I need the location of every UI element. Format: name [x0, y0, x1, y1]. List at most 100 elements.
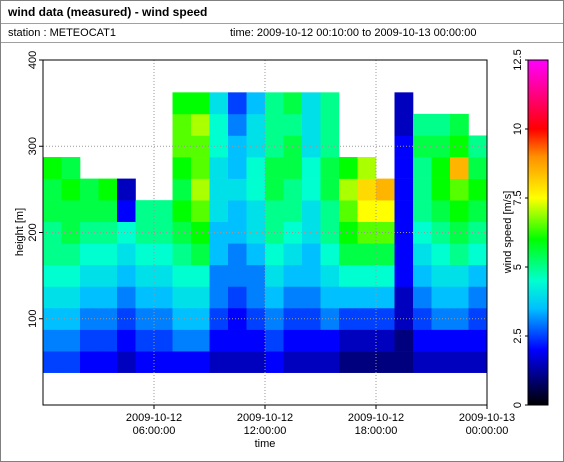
- heat-cell: [302, 178, 321, 201]
- heat-cell: [320, 307, 340, 330]
- heat-cell: [394, 178, 414, 201]
- heat-cell: [191, 200, 210, 223]
- heat-cell: [283, 264, 303, 287]
- heat-cell: [431, 113, 451, 136]
- heat-cell: [135, 221, 155, 244]
- y-tick-label: 300: [27, 137, 39, 155]
- heat-cell: [209, 351, 229, 373]
- heat-cell: [246, 329, 266, 352]
- heat-cell: [376, 264, 395, 287]
- heat-cell: [172, 200, 192, 223]
- heat-cell: [320, 135, 340, 158]
- heat-cell: [265, 329, 284, 352]
- heat-cell: [431, 307, 451, 330]
- heat-cell: [376, 178, 395, 201]
- heat-cell: [117, 243, 136, 266]
- heat-cell: [246, 243, 266, 266]
- heat-cell: [283, 200, 303, 223]
- heat-cell: [283, 178, 303, 201]
- heat-cell: [172, 264, 192, 287]
- heat-cell: [320, 243, 340, 266]
- heat-cell: [357, 264, 377, 287]
- heat-cell: [209, 286, 229, 309]
- x-tick-label: 2009-10-12: [126, 412, 182, 424]
- heat-cell: [339, 157, 358, 179]
- heat-cell: [339, 243, 358, 266]
- heat-cell: [283, 286, 303, 309]
- heat-cell: [209, 157, 229, 179]
- heat-cell: [135, 243, 155, 266]
- heat-cell: [61, 329, 81, 352]
- heat-cell: [191, 286, 210, 309]
- heat-cell: [98, 286, 118, 309]
- y-tick-label: 400: [27, 51, 39, 69]
- heat-cell: [357, 178, 377, 201]
- heat-cell: [394, 329, 414, 352]
- heat-cell: [246, 351, 266, 373]
- heat-cell: [320, 264, 340, 287]
- heat-cell: [431, 329, 451, 352]
- heat-cell: [80, 221, 99, 244]
- heat-cell: [339, 200, 358, 223]
- heat-cell: [450, 221, 469, 244]
- heat-cell: [468, 135, 488, 158]
- colorbar-tick-label: 10: [512, 123, 524, 135]
- heat-cell: [450, 264, 469, 287]
- heat-cell: [209, 307, 229, 330]
- colorbar-tick-label: 12.5: [512, 49, 524, 70]
- heat-cell: [376, 351, 395, 373]
- heat-cell: [468, 329, 488, 352]
- heat-cell: [320, 351, 340, 373]
- heat-cell: [320, 200, 340, 223]
- heat-cell: [228, 221, 247, 244]
- heat-cell: [302, 157, 321, 179]
- heat-cell: [283, 243, 303, 266]
- heat-cell: [246, 264, 266, 287]
- heat-cell: [80, 243, 99, 266]
- heat-cell: [302, 113, 321, 136]
- heat-cell: [265, 113, 284, 136]
- heat-cell: [357, 200, 377, 223]
- heat-cell: [450, 157, 469, 179]
- heat-cell: [172, 329, 192, 352]
- heat-cell: [172, 157, 192, 179]
- heat-cell: [320, 286, 340, 309]
- heat-cell: [135, 286, 155, 309]
- heat-cell: [265, 243, 284, 266]
- x-tick-label: 2009-10-12: [348, 412, 404, 424]
- heat-cell: [43, 157, 62, 179]
- heat-cell: [431, 200, 451, 223]
- heat-cell: [98, 178, 118, 201]
- heat-cell: [468, 307, 488, 330]
- heat-cell: [43, 286, 62, 309]
- heat-cell: [431, 135, 451, 158]
- heat-cell: [43, 264, 62, 287]
- heat-cell: [320, 157, 340, 179]
- heat-cell: [357, 221, 377, 244]
- heat-cell: [431, 351, 451, 373]
- heat-cell: [80, 351, 99, 373]
- heat-cell: [413, 157, 432, 179]
- heat-cell: [117, 286, 136, 309]
- x-tick-label: 12:00:00: [244, 425, 287, 437]
- heat-cell: [209, 135, 229, 158]
- heat-cell: [191, 264, 210, 287]
- heat-cell: [135, 351, 155, 373]
- colorbar-tick-label: 5: [512, 264, 524, 270]
- heat-cell: [302, 92, 321, 115]
- heat-cell: [302, 329, 321, 352]
- heat-cell: [413, 286, 432, 309]
- heat-cell: [413, 264, 432, 287]
- heat-cell: [154, 200, 173, 223]
- heat-cell: [228, 243, 247, 266]
- colorbar: [527, 59, 549, 406]
- heat-cell: [468, 264, 488, 287]
- heat-cell: [339, 307, 358, 330]
- heat-cell: [98, 264, 118, 287]
- heat-cell: [246, 178, 266, 201]
- heat-cell: [228, 307, 247, 330]
- heat-cell: [117, 178, 136, 201]
- heat-cell: [191, 307, 210, 330]
- heat-cell: [191, 329, 210, 352]
- heat-cell: [302, 286, 321, 309]
